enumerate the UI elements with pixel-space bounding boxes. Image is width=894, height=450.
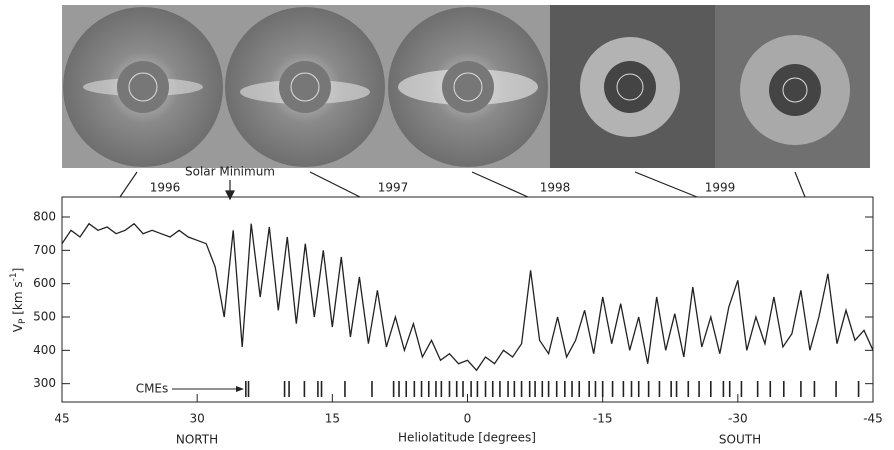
y-tick-label: 500 xyxy=(33,310,56,324)
year-label: 1998 xyxy=(540,181,571,195)
x-tick-label: 15 xyxy=(325,412,340,426)
solar-minimum-label: Solar Minimum xyxy=(185,165,275,179)
x-tick-label: -45 xyxy=(863,412,883,426)
coronagraph-images xyxy=(62,5,870,168)
year-label: 1996 xyxy=(150,181,181,195)
x-tick-label: 45 xyxy=(54,412,69,426)
y-tick-label: 600 xyxy=(33,276,56,290)
y-tick-label: 700 xyxy=(33,243,56,257)
plot-frame xyxy=(61,196,874,403)
y-title-part: V xyxy=(11,323,25,332)
south-label: SOUTH xyxy=(719,433,761,447)
x-tick-label: 0 xyxy=(464,412,472,426)
cme-label: CMEs xyxy=(136,382,169,396)
image-5 xyxy=(715,5,870,168)
y-title-part: ] xyxy=(11,268,25,273)
y-axis-title: VP [km s-1] xyxy=(9,268,28,333)
x-tick-label: -30 xyxy=(728,412,748,426)
y-tick-label: 300 xyxy=(33,376,56,390)
image-1 xyxy=(63,7,223,167)
image-arrows xyxy=(119,171,806,201)
image-2 xyxy=(225,7,385,167)
y-tick-label: 400 xyxy=(33,343,56,357)
solar-wind-speed-line xyxy=(61,222,874,372)
x-tick-label: 30 xyxy=(190,412,205,426)
y-tick-label: 800 xyxy=(33,210,56,224)
cme-arrow xyxy=(172,386,244,392)
north-label: NORTH xyxy=(176,433,218,447)
image-4 xyxy=(550,5,715,168)
x-tick-label: -15 xyxy=(593,412,613,426)
y-title-part: -1 xyxy=(9,272,19,281)
y-title-part: [km s xyxy=(11,281,25,318)
y-title-part: P xyxy=(18,318,28,324)
year-label: 1999 xyxy=(705,181,736,195)
image-3 xyxy=(388,7,548,167)
x-axis-title: Heliolatitude [degrees] xyxy=(398,431,536,445)
year-label: 1997 xyxy=(378,181,409,195)
